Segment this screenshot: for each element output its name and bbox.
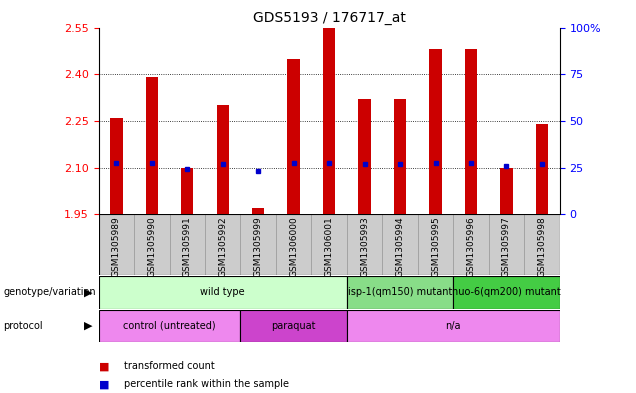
Text: nuo-6(qm200) mutant: nuo-6(qm200) mutant (452, 287, 561, 298)
Text: isp-1(qm150) mutant: isp-1(qm150) mutant (348, 287, 452, 298)
Bar (99, 310, 240, 342)
Bar (276, 214, 312, 275)
Bar (347, 214, 382, 275)
Bar (170, 214, 205, 275)
Text: control (untreated): control (untreated) (123, 321, 216, 331)
Text: GSM1305996: GSM1305996 (467, 216, 476, 277)
Title: GDS5193 / 176717_at: GDS5193 / 176717_at (252, 11, 406, 25)
Bar (240, 214, 276, 275)
Text: ▶: ▶ (84, 287, 92, 298)
Bar (312, 214, 347, 275)
Text: genotype/variation: genotype/variation (3, 287, 96, 298)
Bar (359, 99, 371, 214)
Text: GSM1305992: GSM1305992 (218, 216, 227, 277)
Bar (382, 214, 418, 275)
Bar (99, 276, 347, 309)
Text: GSM1305990: GSM1305990 (148, 216, 156, 277)
Text: paraquat: paraquat (272, 321, 316, 331)
Text: n/a: n/a (446, 321, 461, 331)
Bar (252, 208, 265, 214)
Bar (536, 124, 548, 214)
Bar (501, 167, 513, 214)
Bar (429, 49, 442, 214)
Text: ■: ■ (99, 379, 109, 389)
Text: GSM1305995: GSM1305995 (431, 216, 440, 277)
Bar (453, 214, 488, 275)
Bar (99, 214, 134, 275)
Bar (418, 214, 453, 275)
Text: transformed count: transformed count (124, 361, 215, 371)
Text: GSM1305999: GSM1305999 (254, 216, 263, 277)
Text: GSM1306001: GSM1306001 (324, 216, 334, 277)
Text: protocol: protocol (3, 321, 43, 331)
Bar (323, 28, 335, 214)
Text: GSM1306000: GSM1306000 (289, 216, 298, 277)
Text: percentile rank within the sample: percentile rank within the sample (124, 379, 289, 389)
Text: GSM1305991: GSM1305991 (183, 216, 191, 277)
Bar (240, 310, 347, 342)
Bar (287, 59, 300, 214)
Bar (181, 167, 193, 214)
Text: ▶: ▶ (84, 321, 92, 331)
Bar (347, 276, 453, 309)
Bar (524, 214, 560, 275)
Bar (465, 49, 477, 214)
Bar (216, 105, 229, 214)
Text: GSM1305994: GSM1305994 (396, 216, 404, 277)
Bar (453, 276, 560, 309)
Text: ■: ■ (99, 361, 109, 371)
Bar (146, 77, 158, 214)
Text: GSM1305998: GSM1305998 (537, 216, 546, 277)
Text: GSM1305997: GSM1305997 (502, 216, 511, 277)
Text: GSM1305993: GSM1305993 (360, 216, 369, 277)
Bar (394, 99, 406, 214)
Text: GSM1305989: GSM1305989 (112, 216, 121, 277)
Bar (134, 214, 170, 275)
Text: wild type: wild type (200, 287, 245, 298)
Bar (488, 214, 524, 275)
Bar (110, 118, 123, 214)
Bar (205, 214, 240, 275)
Bar (347, 310, 560, 342)
